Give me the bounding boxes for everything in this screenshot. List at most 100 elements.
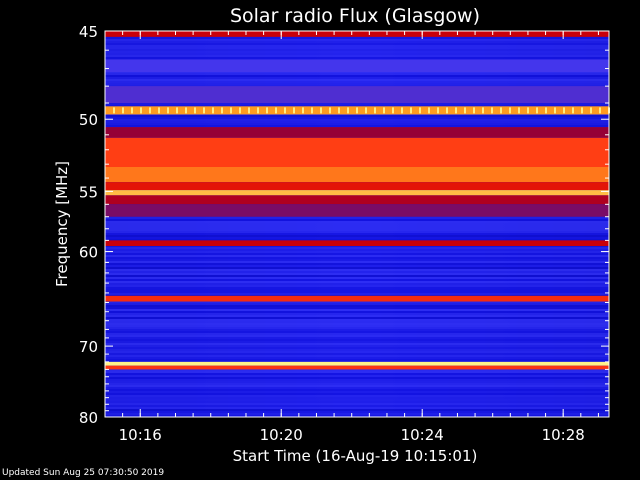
noise-row [105,385,609,387]
noise-row [105,375,609,377]
noise-row [105,319,609,321]
noise-row [105,43,609,45]
noise-row [105,217,609,219]
marker-dot [536,107,538,114]
noise-row [105,225,609,227]
marker-dot [140,107,142,114]
marker-dot [185,107,187,114]
noise-row [105,405,609,407]
band-4 [105,127,609,138]
marker-dot [509,107,511,114]
band-12 [105,295,609,302]
noise-row [105,263,609,265]
noise-row [105,351,609,353]
marker-dot [482,107,484,114]
marker-dot [194,107,196,114]
band-14 [105,365,609,370]
marker-dot [599,107,601,114]
noise-row [105,47,609,49]
noise-row [105,355,609,357]
noise-row [105,293,609,295]
noise-row [105,305,609,307]
band-8 [105,190,609,196]
marker-dot [149,107,151,114]
marker-dot [158,107,160,114]
noise-row [105,229,609,231]
noise-row [105,373,609,375]
band-5 [105,137,609,167]
noise-row [105,239,609,241]
y-tick-label-55: 55 [79,183,98,201]
noise-row [105,51,609,53]
noise-row [105,83,609,85]
noise-row [105,247,609,249]
noise-row [105,231,609,233]
y-tick-label-60: 60 [79,244,98,262]
noise-row [105,259,609,261]
marker-dot [446,107,448,114]
noise-row [105,235,609,237]
noise-row [105,221,609,223]
marker-dot [365,107,367,114]
noise-row [105,357,609,359]
noise-row [105,325,609,327]
marker-dot [419,107,421,114]
marker-dot [545,107,547,114]
marker-dot [590,107,592,114]
noise-row [105,315,609,317]
noise-row [105,103,609,105]
noise-row [105,257,609,259]
noise-row [105,287,609,289]
noise-row [105,265,609,267]
noise-row [105,331,609,333]
noise-row [105,311,609,313]
y-axis-label: Frequency [MHz] [53,161,71,287]
marker-dot [212,107,214,114]
plot-frame [104,30,610,418]
chart-title: Solar radio Flux (Glasgow) [230,5,480,27]
marker-dot [113,107,115,114]
band-1 [105,59,609,73]
marker-dot [374,107,376,114]
y-tick-label-80: 80 [79,409,98,427]
y-tick-label-45: 45 [79,23,98,41]
noise-row [105,273,609,275]
noise-row [105,255,609,257]
x-tick-label-2: 10:24 [401,426,444,444]
marker-dot [122,107,124,114]
noise-row [105,379,609,381]
noise-row [105,403,609,405]
noise-row [105,407,609,409]
band-11 [105,240,609,247]
noise-row [105,387,609,389]
noise-row [105,415,609,417]
plot-axes: 45 50 55 60 70 80 10:16 10:20 10:24 10:28 [79,23,610,444]
noise-row [105,237,609,239]
noise-row [105,251,609,253]
updated-timestamp: Updated Sun Aug 25 07:30:50 2019 [2,468,165,478]
marker-dot [248,107,250,114]
noise-row [105,123,609,125]
marker-dot [581,107,583,114]
y-tick-label-50: 50 [79,111,98,129]
noise-row [105,115,609,117]
noise-row [105,337,609,339]
noise-row [105,73,609,75]
noise-row [105,275,609,277]
band-13 [105,361,609,366]
marker-dot [473,107,475,114]
noise-row [105,327,609,329]
noise-row [105,283,609,285]
noise-row [105,313,609,315]
noise-row [105,81,609,83]
marker-dot [563,107,565,114]
marker-dot [572,107,574,114]
noise-row [105,279,609,281]
marker-dot [437,107,439,114]
marker-dot [428,107,430,114]
noise-row [105,359,609,361]
marker-dot [239,107,241,114]
noise-row [105,49,609,51]
noise-row [105,307,609,309]
